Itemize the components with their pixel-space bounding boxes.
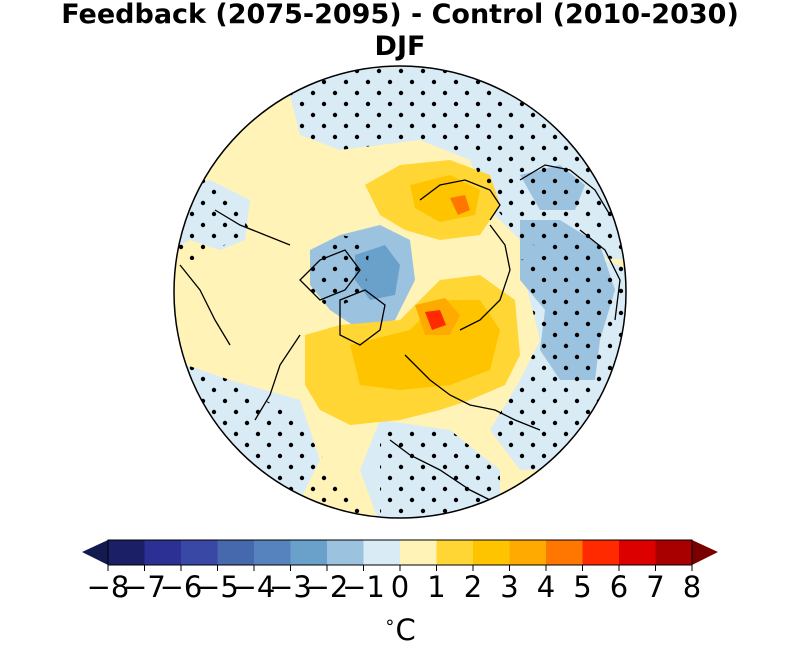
colorbar-tick-label: 5 bbox=[573, 570, 592, 604]
north-america-east-coast bbox=[254, 334, 301, 421]
units-degree-symbol: ∘ bbox=[384, 612, 396, 633]
colorbar-bin bbox=[363, 540, 401, 565]
colorbar-bin bbox=[509, 540, 547, 565]
alaska-coast bbox=[214, 209, 291, 246]
colorbar-bin bbox=[436, 540, 474, 565]
colorbar-bin bbox=[181, 540, 218, 565]
china-coast bbox=[579, 229, 621, 321]
colorbar-bin bbox=[655, 540, 693, 565]
colorbar-tick-label: −7 bbox=[123, 570, 166, 604]
siberia-coast bbox=[459, 224, 511, 331]
colorbar-tick-label: 3 bbox=[500, 570, 519, 604]
colorbar-tick-label: −8 bbox=[86, 570, 130, 604]
colorbar-tick-label: −6 bbox=[159, 570, 203, 604]
colorbar-over-triangle bbox=[692, 540, 718, 565]
colorbar-bin bbox=[108, 540, 145, 565]
figure-subtitle: DJF bbox=[374, 31, 426, 62]
colorbar-bin bbox=[290, 540, 328, 565]
colorbar-bin bbox=[546, 540, 583, 565]
anomaly-region-atlantic-hot bbox=[425, 310, 446, 330]
colorbar-bin bbox=[400, 540, 437, 565]
colorbar-bin bbox=[144, 540, 182, 565]
greenland-coast bbox=[339, 289, 386, 346]
colorbar-bin bbox=[217, 540, 255, 565]
colorbar-under-triangle bbox=[82, 540, 108, 565]
anomaly-region-atlantic-warm-core bbox=[350, 300, 500, 390]
colorbar-bin bbox=[582, 540, 620, 565]
colorbar-ticks bbox=[107, 565, 693, 571]
pacific-america-coast bbox=[179, 264, 231, 346]
stipple-southeast bbox=[380, 430, 500, 518]
colorbar-tick-label: 1 bbox=[427, 570, 446, 604]
mediterranean-coast bbox=[389, 439, 501, 506]
colorbar-tick-label: 4 bbox=[536, 570, 556, 604]
colorbar-bin bbox=[327, 540, 364, 565]
colorbar-bin bbox=[473, 540, 510, 565]
colorbar-tick-label: −5 bbox=[196, 570, 239, 604]
colorbar-tick-label: −4 bbox=[232, 570, 276, 604]
figure-title: Feedback (2075-2095) - Control (2010-203… bbox=[61, 0, 739, 30]
europe-coast bbox=[404, 354, 541, 431]
bering-coast bbox=[419, 179, 501, 221]
colorbar-tick-label: 0 bbox=[390, 570, 410, 604]
coastlines bbox=[179, 164, 621, 506]
colorbar-units-label: ∘C bbox=[384, 605, 416, 648]
colorbar-tick-label: 7 bbox=[646, 570, 665, 604]
colorbar-tick-label: −3 bbox=[269, 570, 312, 604]
arctic-islands-coast bbox=[299, 249, 361, 301]
east-asia-coast bbox=[519, 164, 611, 216]
units-letter: C bbox=[395, 613, 416, 647]
colorbar-bins bbox=[108, 540, 693, 565]
colorbar-tick-label: 2 bbox=[463, 570, 483, 604]
colorbar-bin bbox=[254, 540, 291, 565]
anomaly-region-pacific-hot bbox=[450, 195, 470, 215]
colorbar-tick-label: 6 bbox=[609, 570, 629, 604]
colorbar-tick-label: −1 bbox=[342, 570, 385, 604]
stipple-arctic bbox=[305, 235, 370, 310]
colorbar-tick-label: 8 bbox=[682, 570, 702, 604]
map-boundary bbox=[173, 65, 627, 519]
colorbar-tick-label: −2 bbox=[305, 570, 349, 604]
colorbar-bin bbox=[619, 540, 656, 565]
